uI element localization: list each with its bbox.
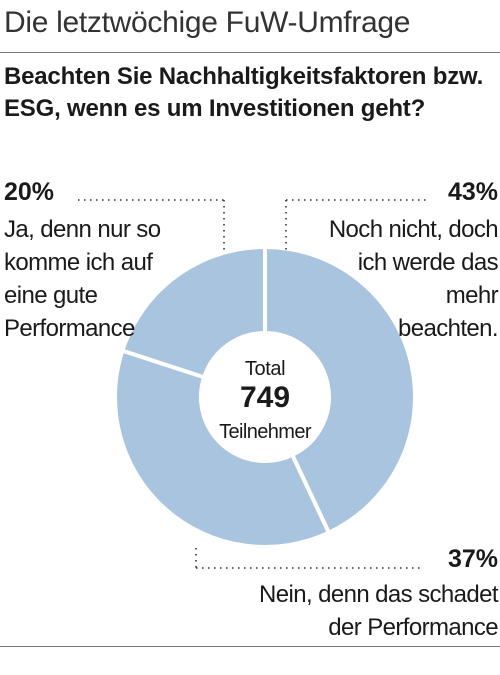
answer-text-no: Nein, denn das schadet der Performance — [158, 578, 499, 644]
answer-text-not-yet: Noch nicht, doch ich werde das mehr beac… — [238, 213, 499, 345]
answer-line: eine gute — [4, 282, 98, 309]
survey-question: Beachten Sie Nachhaltigkeitsfaktoren bzw… — [4, 63, 484, 122]
answer-line: Performance — [4, 315, 135, 342]
header-divider — [0, 52, 500, 53]
center-label-participants: Teilnehmer — [219, 421, 311, 443]
answer-line: ich werde das — [357, 249, 499, 276]
footer-divider — [0, 646, 500, 647]
answer-pct-43: 43% — [447, 178, 498, 206]
slice-yes — [119, 244, 267, 380]
center-total-value: 749 — [239, 381, 291, 414]
answer-line: der Performance — [328, 614, 498, 641]
answer-pct-20: 20% — [4, 178, 55, 206]
slice-no — [113, 348, 332, 549]
answer-text-yes: Ja, denn nur so komme ich auf eine gute … — [4, 213, 224, 345]
answer-line: Ja, denn nur so — [4, 216, 161, 243]
slice-not-yet — [263, 244, 417, 536]
answer-line: beachten. — [397, 315, 499, 342]
survey-header: Die letztwöchige FuW-Umfrage — [4, 6, 411, 39]
answer-line: komme ich auf — [4, 249, 153, 276]
answer-line: Nein, denn das schadet — [259, 581, 499, 608]
answer-line: Noch nicht, doch — [328, 216, 499, 243]
answer-pct-37: 37% — [447, 545, 498, 573]
answer-line: mehr — [445, 282, 499, 309]
center-label-total: Total — [244, 358, 286, 380]
